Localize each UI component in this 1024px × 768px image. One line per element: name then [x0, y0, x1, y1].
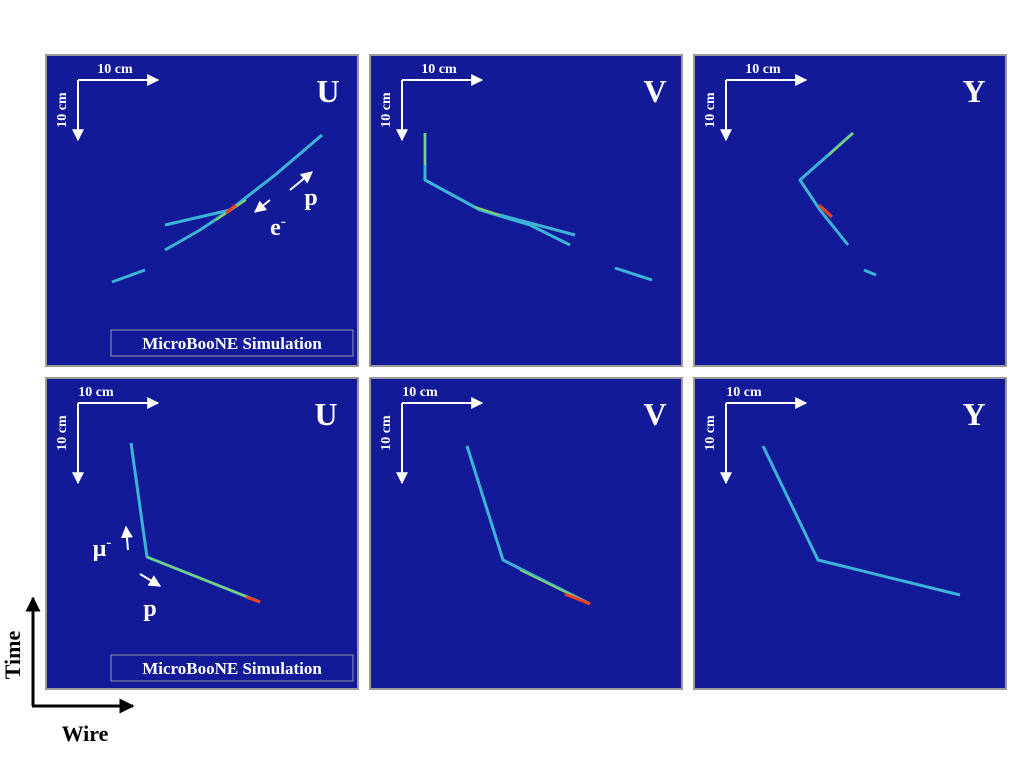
particle-label: e-: [270, 214, 286, 241]
watermark: MicroBooNE Simulation: [142, 334, 322, 353]
plane-label: Y: [962, 396, 985, 432]
plane-label: Y: [962, 73, 985, 109]
scale-y: 10 cm: [379, 415, 394, 451]
watermark: MicroBooNE Simulation: [142, 659, 322, 678]
scale-x: 10 cm: [726, 385, 762, 400]
particle: p: [304, 185, 317, 211]
scale-y: 10 cm: [379, 92, 394, 128]
particle: e: [270, 215, 281, 241]
panel: 10 cm 10 cm U p e- MicroBooNE Simulation: [45, 54, 359, 367]
scale-y: 10 cm: [703, 92, 718, 128]
scale-y: 10 cm: [55, 415, 70, 451]
scale-y: 10 cm: [703, 415, 718, 451]
time-label: Time: [0, 631, 25, 680]
plane-label: U: [314, 396, 337, 432]
panel: 10 cm 10 cm V: [369, 377, 683, 690]
charge: -: [281, 214, 286, 230]
particle: p: [143, 596, 156, 622]
charge: -: [106, 535, 111, 551]
plane-label: V: [643, 73, 666, 109]
wire-label: Wire: [62, 721, 109, 746]
plane-label: U: [316, 73, 339, 109]
plane-label: V: [643, 396, 666, 432]
panel: 10 cm 10 cm Y: [693, 54, 1007, 367]
panel: 10 cm 10 cm V: [369, 54, 683, 367]
scale-y: 10 cm: [55, 92, 70, 128]
panel: 10 cm 10 cm U μ- p MicroBooNE Simulation: [45, 377, 359, 690]
particle-label: p: [304, 185, 317, 211]
scale-x: 10 cm: [97, 62, 133, 77]
particle-label: μ-: [93, 535, 112, 562]
scale-x: 10 cm: [745, 62, 781, 77]
particle: μ: [93, 536, 107, 562]
scale-x: 10 cm: [78, 385, 114, 400]
scale-x: 10 cm: [421, 62, 457, 77]
panel: 10 cm 10 cm Y: [693, 377, 1007, 690]
particle-label: p: [143, 596, 156, 622]
scale-x: 10 cm: [402, 385, 438, 400]
